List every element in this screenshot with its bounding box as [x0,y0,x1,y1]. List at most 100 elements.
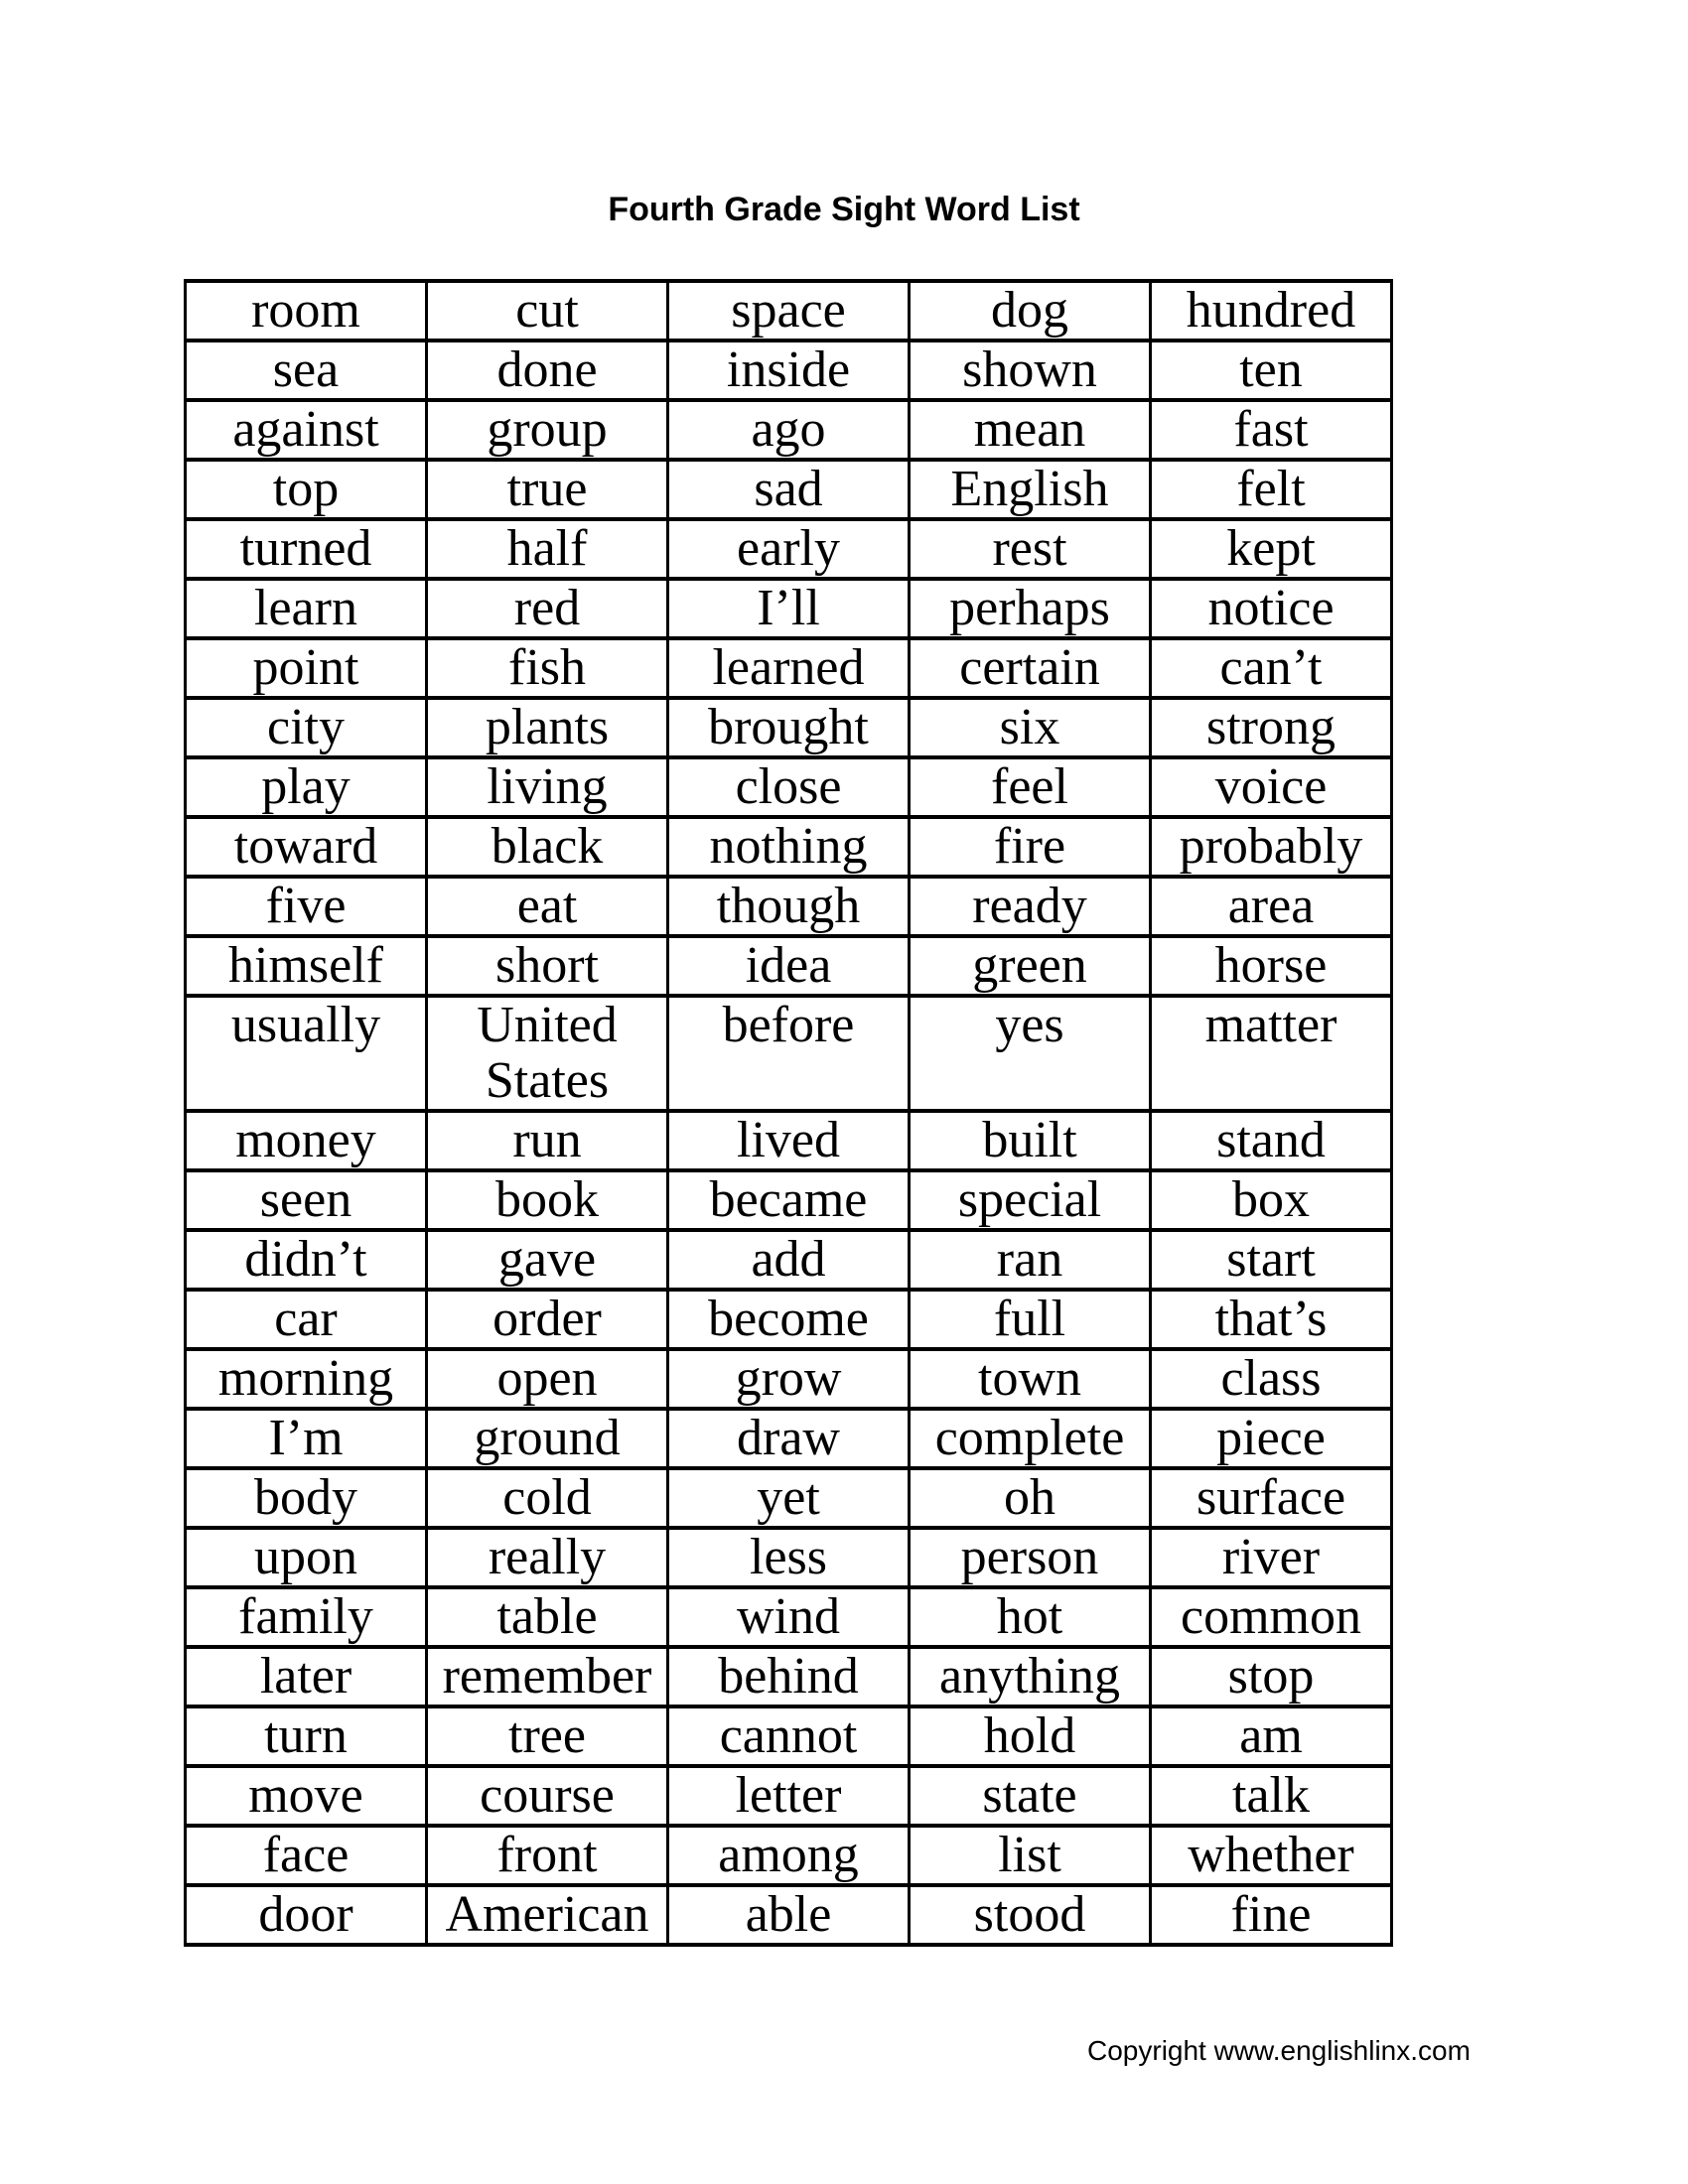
word-cell: town [908,1347,1152,1411]
word-cell: family [184,1585,428,1649]
word-cell: lived [666,1109,911,1172]
word-cell: run [425,1109,669,1172]
word-cell: usually [184,994,428,1113]
word-cell: I’ll [666,577,911,640]
word-cell: short [425,934,669,998]
word-cell: hot [908,1585,1152,1649]
word-cell: play [184,755,428,819]
word-cell: wind [666,1585,911,1649]
word-cell: fine [1149,1883,1393,1947]
word-cell: notice [1149,577,1393,640]
word-cell: become [666,1288,911,1351]
word-cell: idea [666,934,911,998]
word-cell: mean [908,398,1152,462]
word-cell: kept [1149,517,1393,581]
word-cell: learn [184,577,428,640]
word-cell: book [425,1168,669,1232]
word-cell: less [666,1526,911,1589]
word-cell: gave [425,1228,669,1292]
word-cell: American [425,1883,669,1947]
word-cell: cold [425,1466,669,1530]
word-cell: brought [666,696,911,759]
sight-word-table-body: room cut space dog hundred sea done inside shown… [184,279,1393,1947]
word-cell: shown [908,339,1152,402]
word-cell: horse [1149,934,1393,998]
word-cell: can’t [1149,636,1393,700]
word-cell: voice [1149,755,1393,819]
word-cell: that’s [1149,1288,1393,1351]
word-cell: anything [908,1645,1152,1708]
table-row: city plants brought six strong [184,696,1393,759]
word-cell: whether [1149,1824,1393,1887]
word-cell: close [666,755,911,819]
word-cell: sea [184,339,428,402]
word-cell: himself [184,934,428,998]
word-cell: hold [908,1705,1152,1768]
word-cell: state [908,1764,1152,1828]
word-cell: cannot [666,1705,911,1768]
word-cell: add [666,1228,911,1292]
word-cell: I’m [184,1407,428,1470]
table-row: body cold yet oh surface [184,1466,1393,1530]
word-cell: talk [1149,1764,1393,1828]
table-row: room cut space dog hundred [184,279,1393,342]
word-cell: really [425,1526,669,1589]
word-cell: done [425,339,669,402]
table-row: door American able stood fine [184,1883,1393,1947]
word-cell: certain [908,636,1152,700]
word-cell: piece [1149,1407,1393,1470]
word-cell: face [184,1824,428,1887]
word-cell: green [908,934,1152,998]
word-cell: complete [908,1407,1152,1470]
word-cell: among [666,1824,911,1887]
word-cell: strong [1149,696,1393,759]
word-cell: group [425,398,669,462]
word-cell: probably [1149,815,1393,879]
word-cell: grow [666,1347,911,1411]
table-row: turned half early rest kept [184,517,1393,581]
word-cell: five [184,875,428,938]
word-cell: felt [1149,458,1393,521]
word-cell: person [908,1526,1152,1589]
word-cell: yet [666,1466,911,1530]
word-cell: United States [425,994,669,1113]
word-cell: dog [908,279,1152,342]
word-cell: am [1149,1705,1393,1768]
word-cell: behind [666,1645,911,1708]
word-cell: door [184,1883,428,1947]
sight-word-table: room cut space dog hundred sea done inside shown… [184,279,1393,1947]
word-cell: ground [425,1407,669,1470]
word-cell: fast [1149,398,1393,462]
word-cell: learned [666,636,911,700]
word-cell: stop [1149,1645,1393,1708]
word-cell: turned [184,517,428,581]
word-cell: seen [184,1168,428,1232]
table-row: car order become full that’s [184,1288,1393,1351]
word-cell: draw [666,1407,911,1470]
table-row: five eat though ready area [184,875,1393,938]
word-cell: front [425,1824,669,1887]
word-cell: before [666,994,911,1113]
word-cell: common [1149,1585,1393,1649]
table-row: turn tree cannot hold am [184,1705,1393,1768]
table-row: play living close feel voice [184,755,1393,819]
word-cell: city [184,696,428,759]
word-cell: tree [425,1705,669,1768]
table-row: face front among list whether [184,1824,1393,1887]
word-cell: stood [908,1883,1152,1947]
table-row: top true sad English felt [184,458,1393,521]
word-cell: remember [425,1645,669,1708]
word-cell: sad [666,458,911,521]
word-cell: start [1149,1228,1393,1292]
table-row: didn’t gave add ran start [184,1228,1393,1292]
word-cell: English [908,458,1152,521]
word-cell: built [908,1109,1152,1172]
table-row: money run lived built stand [184,1109,1393,1172]
word-cell: turn [184,1705,428,1768]
word-cell: car [184,1288,428,1351]
word-cell: full [908,1288,1152,1351]
word-cell: living [425,755,669,819]
table-row: point fish learned certain can’t [184,636,1393,700]
table-row: toward black nothing fire probably [184,815,1393,879]
